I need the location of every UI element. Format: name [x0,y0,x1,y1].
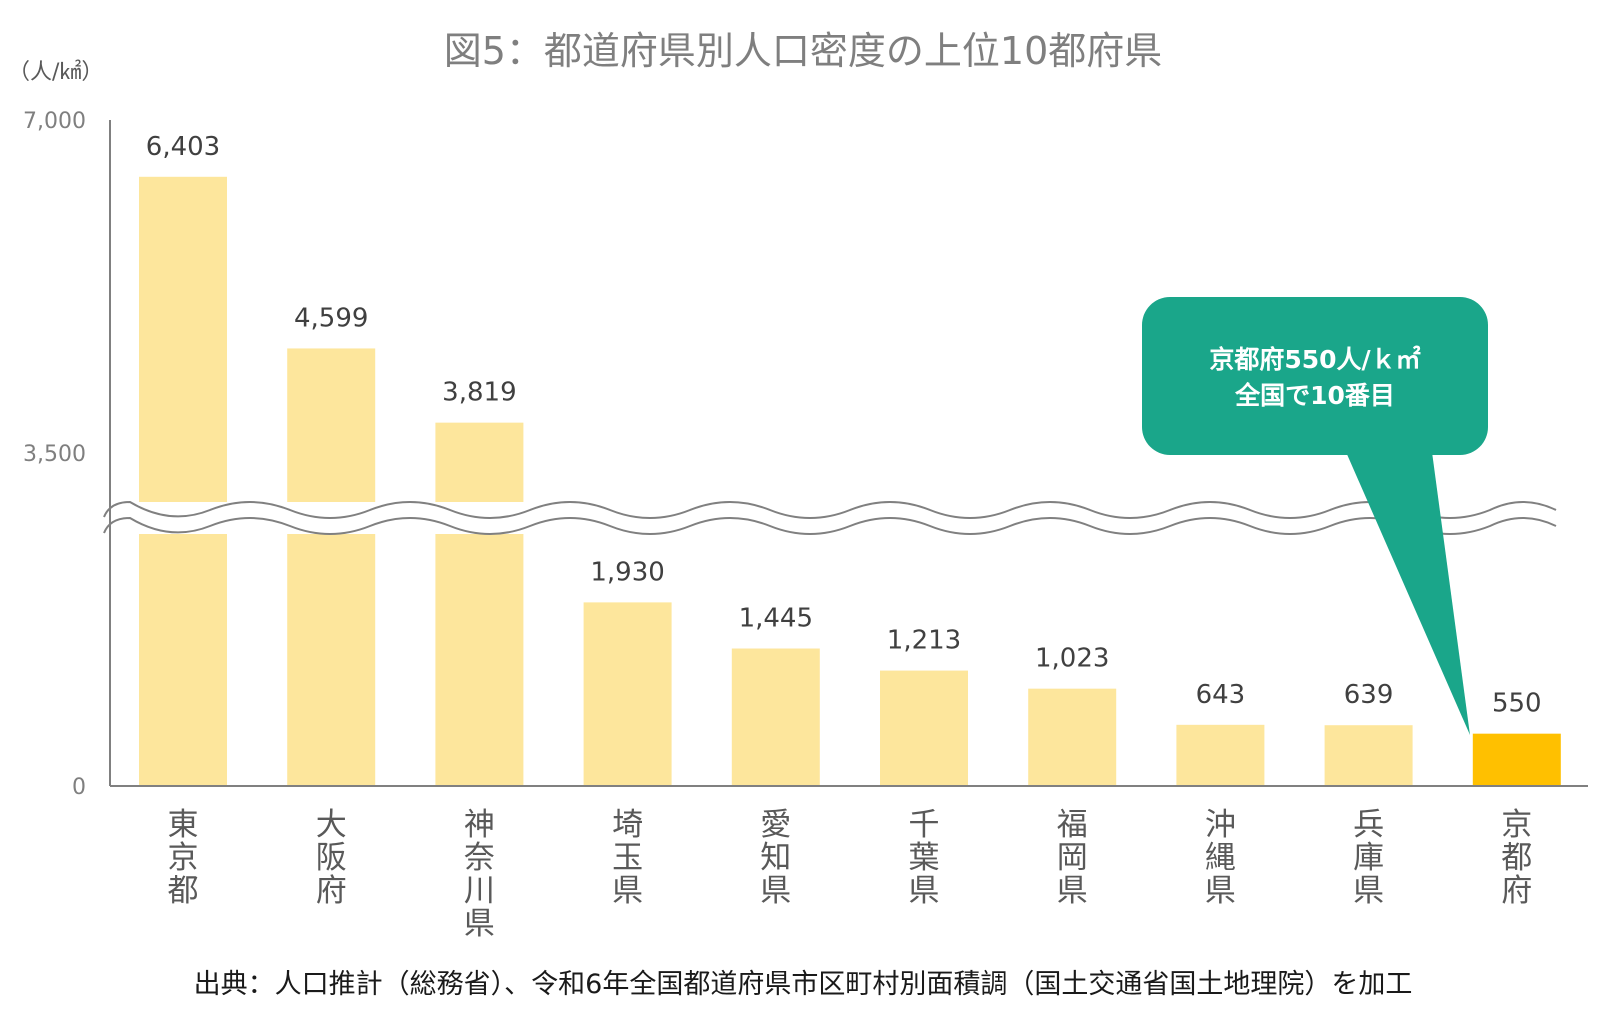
value-label-2: 4,599 [294,303,368,333]
category-label-5: 愛知県 [760,807,791,909]
value-label-7: 1,023 [1035,644,1109,674]
bar-10 [1472,733,1561,786]
value-label-8: 643 [1196,680,1246,710]
value-label-9: 639 [1344,680,1394,710]
callout-line-1: 京都府550人/ｋ㎡ [1209,345,1420,374]
category-label-4: 埼玉県 [612,807,643,909]
bar-2 [287,348,376,786]
callout-pointer [1346,452,1470,735]
category-label-9: 兵庫県 [1353,807,1384,909]
y-axis-unit-label: （人/㎢） [8,59,103,85]
y-tick-label: 7,000 [23,109,86,134]
axis-break [103,500,1560,535]
value-label-1: 6,403 [146,132,220,162]
category-label-3: 神奈川県 [464,807,495,942]
value-labels: 6,403 4,599 3,819 1,930 1,445 1,213 1,023 643 63… [146,132,1542,719]
source-note: 出典：人口推計（総務省）、令和6年全国都道府県市区町村別面積調（国土交通省国土地… [194,969,1413,1000]
callout-line-2: 全国で10番目 [1234,381,1395,410]
category-label-8: 沖縄県 [1205,807,1236,909]
category-label-1: 東京都 [168,807,199,909]
bar-3 [435,422,524,786]
bar-6 [880,670,968,786]
value-label-10: 550 [1492,689,1542,719]
bar-1 [139,176,227,786]
value-label-3: 3,819 [442,378,516,408]
bar-8 [1176,724,1265,786]
value-label-5: 1,445 [739,604,813,634]
bar-9 [1324,725,1413,786]
bars-group [139,176,1561,786]
value-label-6: 1,213 [887,626,961,656]
category-label-6: 千葉県 [909,807,940,909]
category-label-2: 大阪府 [316,807,347,909]
chart-title: 図5：都道府県別人口密度の上位10都府県 [444,29,1163,73]
bar-4 [583,602,672,786]
category-label-10: 京都府 [1501,807,1532,909]
y-axis-ticks: 7,000 3,500 0 [23,109,86,800]
bar-7 [1028,688,1117,786]
y-tick-label: 0 [72,775,86,800]
category-labels: 東京都 大阪府 神奈川県 埼玉県 愛知県 千葉県 福岡県 沖縄県 兵庫県 京都府 [168,807,1533,942]
y-tick-label: 3,500 [23,442,86,467]
category-label-7: 福岡県 [1057,807,1088,909]
bar-5 [731,648,820,786]
value-label-4: 1,930 [590,557,664,587]
callout: 京都府550人/ｋ㎡ 全国で10番目 [1142,297,1488,735]
callout-box [1142,297,1488,455]
